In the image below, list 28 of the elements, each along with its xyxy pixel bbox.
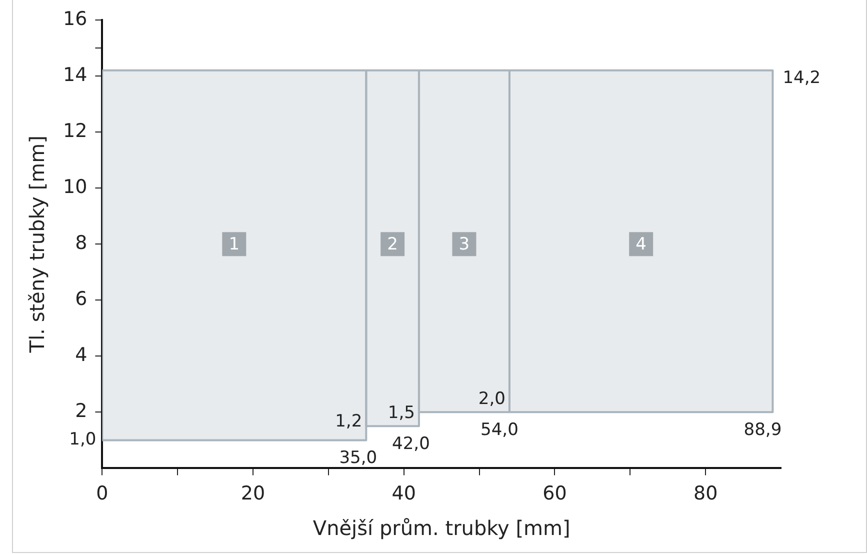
series-label: 3: [458, 234, 470, 255]
y-tick-label: 6: [75, 288, 88, 310]
y-tick-label: 14: [62, 64, 88, 86]
x-tick-label: 80: [693, 482, 718, 505]
annotation: 54,0: [480, 420, 518, 440]
x-tick-label: 20: [240, 482, 266, 505]
series-label: 4: [636, 234, 646, 255]
annotation: 1,5: [388, 403, 415, 424]
y-axis-title: Tl. stěny trubky [mm]: [25, 136, 50, 354]
series-label: 2: [387, 234, 398, 255]
x-tick-label: 60: [542, 482, 567, 505]
y-tick-label: 10: [62, 176, 88, 198]
annotation: 1,0: [69, 430, 96, 450]
annotation: 14,2: [782, 68, 821, 88]
annotation: 35,0: [339, 448, 378, 468]
y-tick-label: 8: [75, 232, 88, 254]
y-tick-label: 16: [62, 8, 88, 30]
annotation: 1,2: [335, 412, 362, 432]
x-tick-label: 40: [392, 482, 416, 505]
x-tick-label: 0: [96, 482, 108, 505]
y-tick-label: 12: [62, 120, 88, 142]
y-tick-label: 2: [75, 400, 88, 422]
series-label: 1: [228, 234, 240, 255]
annotation: 88,9: [744, 420, 782, 440]
y-tick-label: 4: [75, 344, 88, 366]
annotation: 42,0: [392, 434, 430, 454]
annotation: 2,0: [478, 389, 506, 410]
x-axis-title: Vnější prům. trubky [mm]: [312, 516, 570, 540]
